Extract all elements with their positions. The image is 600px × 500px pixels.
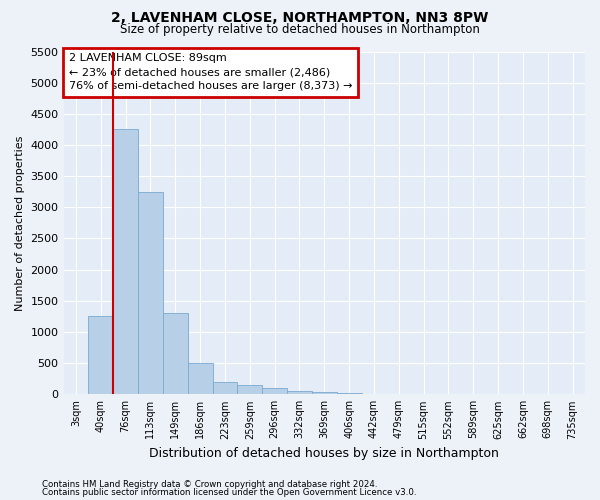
Bar bbox=[238, 385, 262, 394]
Bar bbox=[163, 314, 188, 394]
Bar bbox=[287, 390, 312, 394]
Bar bbox=[113, 130, 138, 394]
Bar bbox=[88, 316, 113, 394]
X-axis label: Distribution of detached houses by size in Northampton: Distribution of detached houses by size … bbox=[149, 447, 499, 460]
Bar bbox=[312, 392, 337, 394]
Bar bbox=[188, 363, 212, 394]
Text: Size of property relative to detached houses in Northampton: Size of property relative to detached ho… bbox=[120, 22, 480, 36]
Text: 2, LAVENHAM CLOSE, NORTHAMPTON, NN3 8PW: 2, LAVENHAM CLOSE, NORTHAMPTON, NN3 8PW bbox=[112, 11, 488, 25]
Bar bbox=[138, 192, 163, 394]
Bar bbox=[212, 382, 238, 394]
Text: 2 LAVENHAM CLOSE: 89sqm
← 23% of detached houses are smaller (2,486)
76% of semi: 2 LAVENHAM CLOSE: 89sqm ← 23% of detache… bbox=[69, 53, 352, 91]
Bar bbox=[262, 388, 287, 394]
Bar bbox=[337, 393, 362, 394]
Y-axis label: Number of detached properties: Number of detached properties bbox=[15, 135, 25, 310]
Text: Contains public sector information licensed under the Open Government Licence v3: Contains public sector information licen… bbox=[42, 488, 416, 497]
Text: Contains HM Land Registry data © Crown copyright and database right 2024.: Contains HM Land Registry data © Crown c… bbox=[42, 480, 377, 489]
